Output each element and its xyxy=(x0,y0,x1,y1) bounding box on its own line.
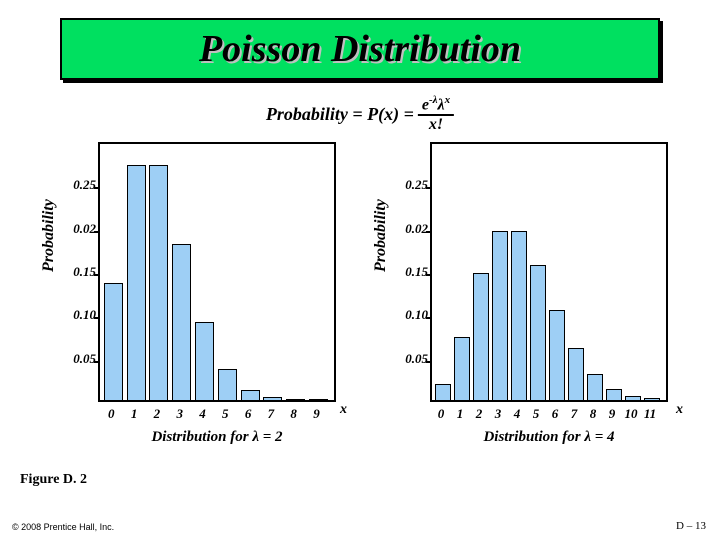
bar xyxy=(172,244,191,400)
y-tick-label: 0.05 xyxy=(394,351,428,367)
x-axis-label: Distribution for λ = 4 xyxy=(430,429,668,446)
x-unit-label: x xyxy=(676,402,683,418)
x-tick-label: 7 xyxy=(261,406,280,424)
y-tick-label: 0.10 xyxy=(394,307,428,323)
figure-label: Figure D. 2 xyxy=(20,472,87,488)
bar xyxy=(587,374,603,400)
x-tick-label: 1 xyxy=(452,406,468,424)
y-tick-label: 0.25 xyxy=(62,177,96,193)
y-axis-label: Probability xyxy=(40,199,58,272)
formula: Probability = P(x) = e-λλx x! xyxy=(266,95,454,133)
bar xyxy=(606,389,622,400)
x-tick-label: 7 xyxy=(566,406,582,424)
x-tick-label: 9 xyxy=(604,406,620,424)
plot-area xyxy=(430,142,668,402)
y-axis-label: Probability xyxy=(372,199,390,272)
bar xyxy=(511,231,527,400)
bar xyxy=(309,399,328,400)
formula-numerator: e-λλx xyxy=(418,95,454,116)
y-tick-label: 0.02 xyxy=(62,221,96,237)
x-tick-label: 4 xyxy=(193,406,212,424)
x-tick-label: 11 xyxy=(642,406,658,424)
formula-fraction: e-λλx x! xyxy=(418,95,454,133)
x-tick-row: 01234567891011 xyxy=(430,406,661,424)
bar xyxy=(218,369,237,400)
x-unit-label: x xyxy=(340,402,347,418)
y-tick-label: 0.05 xyxy=(62,351,96,367)
x-tick-label: 6 xyxy=(547,406,563,424)
bar xyxy=(530,265,546,400)
x-axis-label: Distribution for λ = 2 xyxy=(98,429,336,446)
x-tick-label: 10 xyxy=(623,406,639,424)
chart-lambda-4: Probability 0.250.020.150.100.05 0123456… xyxy=(394,142,682,452)
plot-area xyxy=(98,142,336,402)
bar xyxy=(549,310,565,400)
x-tick-label: 3 xyxy=(490,406,506,424)
bars-container xyxy=(432,144,663,400)
bar xyxy=(149,165,168,400)
bar xyxy=(644,398,660,400)
page-number: D – 13 xyxy=(676,520,706,532)
bar xyxy=(435,384,451,400)
bar xyxy=(127,165,146,400)
x-tick-label: 6 xyxy=(239,406,258,424)
title-banner: Poisson Distribution xyxy=(60,18,660,80)
x-tick-label: 0 xyxy=(433,406,449,424)
y-tick-label: 0.02 xyxy=(394,221,428,237)
bar xyxy=(195,322,214,400)
x-tick-label: 2 xyxy=(471,406,487,424)
y-tick-label: 0.10 xyxy=(62,307,96,323)
x-tick-row: 0123456789 xyxy=(98,406,330,424)
x-tick-label: 5 xyxy=(216,406,235,424)
copyright-text: © 2008 Prentice Hall, Inc. xyxy=(12,522,114,532)
x-tick-label: 8 xyxy=(284,406,303,424)
y-tick-label: 0.15 xyxy=(394,264,428,280)
x-tick-label: 0 xyxy=(102,406,121,424)
x-tick-label: 2 xyxy=(147,406,166,424)
x-tick-label: 4 xyxy=(509,406,525,424)
x-tick-label: 3 xyxy=(170,406,189,424)
bar xyxy=(454,337,470,400)
bar xyxy=(473,273,489,400)
x-tick-label: 1 xyxy=(125,406,144,424)
x-tick-label: 8 xyxy=(585,406,601,424)
y-tick-label: 0.25 xyxy=(394,177,428,193)
bars-container xyxy=(100,144,332,400)
bar xyxy=(286,399,305,400)
bar xyxy=(568,348,584,400)
y-tick-label: 0.15 xyxy=(62,264,96,280)
chart-lambda-2: Probability 0.250.020.150.100.05 0123456… xyxy=(62,142,350,452)
bar xyxy=(104,283,123,400)
bar xyxy=(625,396,641,400)
bar xyxy=(492,231,508,400)
formula-lhs: Probability = P(x) = xyxy=(266,104,414,125)
bar xyxy=(241,390,260,400)
page-title: Poisson Distribution xyxy=(199,27,521,71)
x-tick-label: 9 xyxy=(307,406,326,424)
formula-denominator: x! xyxy=(429,116,443,133)
bar xyxy=(263,397,282,400)
x-tick-label: 5 xyxy=(528,406,544,424)
